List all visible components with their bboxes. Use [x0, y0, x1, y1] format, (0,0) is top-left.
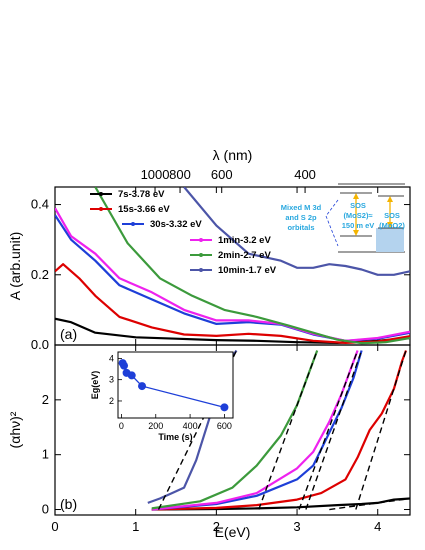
inset-x-tick-label: 400 [183, 421, 198, 431]
inset-y-label: Eg(eV) [90, 371, 100, 400]
legend-marker [199, 238, 203, 242]
inset-y-tick-label: 2 [109, 396, 114, 406]
plot-frame-b [54, 344, 411, 516]
tangent-line [298, 350, 359, 510]
y-tick-label: 0.4 [31, 197, 49, 212]
inset-x-label: Time (s) [158, 432, 192, 442]
y-tick-label: 0.2 [31, 267, 49, 282]
mixed-orbitals-label-3: orbitals [287, 223, 314, 232]
x-tick-label: 3 [293, 519, 300, 534]
top-tick-label: 800 [169, 167, 191, 182]
mixed-orbitals-label-2: and S 2p [285, 213, 317, 222]
inset-point [120, 361, 129, 370]
panel-b: 0 1 2 3 4 0 1 2 (b) (αhν)² E(eV) [7, 344, 411, 540]
energy-diagram: Mixed M 3d and S 2p orbitals SOS (MoS2)≈… [281, 183, 405, 253]
legend-label: 10min-1.7 eV [218, 265, 277, 276]
legend: 7s-3.78 eV 15s-3.66 eV 30s-3.32 eV 1min-3.2… [90, 189, 277, 276]
tangent-line [258, 350, 318, 510]
top-axis-label: λ (nm) [213, 147, 253, 163]
inset-x-tick-label: 0 [119, 421, 124, 431]
legend-marker [199, 268, 203, 272]
legend-marker [131, 222, 135, 226]
dashed-connector [325, 199, 339, 247]
mixed-orbitals-label-1: Mixed M 3d [281, 203, 322, 212]
series-line-2min-2-7-eV [94, 187, 410, 345]
top-tick-label: 400 [294, 167, 316, 182]
tangent-line [305, 350, 363, 510]
top-tick-label: 1000 [141, 167, 170, 182]
x-axis-label: E(eV) [215, 524, 251, 540]
inset-chart: 0 200 400 600 2 3 4 Time (s) Eg(eV) [90, 351, 234, 442]
y-tick-label: 0.0 [31, 337, 49, 352]
series-line-1min-3-2-eV [151, 350, 359, 511]
x-tick-label: 4 [374, 519, 381, 534]
series-line-7s-3-78-eV [151, 497, 410, 511]
legend-label: 30s-3.32 eV [150, 219, 202, 230]
legend-label: 7s-3.78 eV [118, 189, 165, 200]
x-tick-label: 2 [213, 519, 220, 534]
legend-marker [99, 207, 103, 211]
x-tick-label: 0 [51, 519, 58, 534]
inset-point [138, 382, 147, 391]
series-line-15s-3-66-eV [55, 263, 410, 344]
sos-mos2-label-1: SOS [350, 201, 366, 210]
arrow-moo2-head-bottom [387, 222, 393, 228]
series-line-10min-1-7-eV [183, 187, 410, 276]
x-tick-label: 1 [132, 519, 139, 534]
inset-point [220, 403, 229, 412]
y-axis-label: A (arb.unit) [7, 232, 23, 300]
inset-x-tick-label: 200 [148, 421, 163, 431]
y-tick-label: 1 [42, 447, 49, 462]
legend-marker [99, 192, 103, 196]
inset-frame [117, 351, 234, 419]
series-group [55, 187, 410, 345]
arrow-moo2-head-top [387, 196, 393, 202]
top-tick-label: 600 [211, 167, 233, 182]
legend-label: 1min-3.2 eV [218, 235, 271, 246]
inset-y-tick-label: 3 [109, 375, 114, 385]
y-tick-label: 2 [42, 392, 49, 407]
arrow-mos2-head-top [353, 193, 359, 199]
y-axis-label: (αhν)² [7, 411, 23, 448]
tangent-line [355, 350, 407, 510]
sos-moo2-label-1: SOS [384, 211, 400, 220]
legend-label: 15s-3.66 eV [118, 204, 170, 215]
legend-marker [199, 253, 203, 257]
sos-moo2-label-2: (MoO2) [379, 221, 405, 230]
moo2-band [376, 228, 404, 252]
sos-mos2-label-3: 150 m eV [342, 221, 375, 230]
panel-label: (b) [60, 496, 77, 512]
sos-mos2-label-2: (MoS2)≈ [343, 211, 372, 220]
series-line-30s-3-32-eV [151, 350, 363, 511]
panel-label: (a) [60, 326, 77, 342]
inset-point [127, 371, 136, 380]
tangent-lines [157, 350, 411, 511]
y-tick-label: 0 [42, 502, 49, 517]
arrow-mos2-head-bottom [353, 230, 359, 236]
inset-y-tick-label: 4 [109, 353, 114, 363]
inset-x-tick-label: 600 [217, 421, 232, 431]
legend-label: 2min-2.7 eV [218, 250, 271, 261]
tangent-line [329, 497, 411, 511]
